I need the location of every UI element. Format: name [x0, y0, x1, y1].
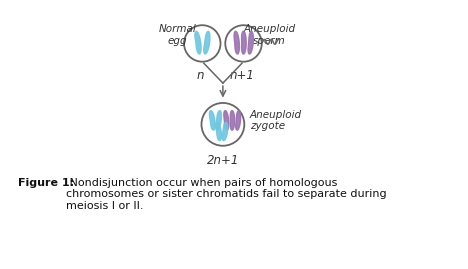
Text: Figure 1:: Figure 1: [18, 178, 74, 188]
Polygon shape [216, 122, 221, 141]
Text: Aneuploid
zygote: Aneuploid zygote [250, 109, 302, 131]
Polygon shape [236, 111, 241, 130]
Text: n+1: n+1 [229, 69, 255, 82]
Polygon shape [209, 111, 215, 130]
Text: 2n+1: 2n+1 [207, 154, 239, 167]
Polygon shape [195, 31, 201, 54]
Text: Nondisjunction occur when pairs of homologous
chromosomes or sister chromatids f: Nondisjunction occur when pairs of homol… [66, 178, 386, 211]
Polygon shape [222, 122, 228, 141]
Polygon shape [234, 31, 240, 54]
Polygon shape [230, 111, 234, 130]
Text: n: n [197, 69, 205, 82]
Polygon shape [241, 31, 246, 54]
Polygon shape [248, 31, 253, 54]
Polygon shape [204, 31, 210, 54]
Text: Normal
egg: Normal egg [159, 24, 197, 45]
Polygon shape [216, 111, 221, 130]
Polygon shape [224, 111, 229, 130]
Text: Aneuploid
sperm: Aneuploid sperm [244, 24, 296, 45]
